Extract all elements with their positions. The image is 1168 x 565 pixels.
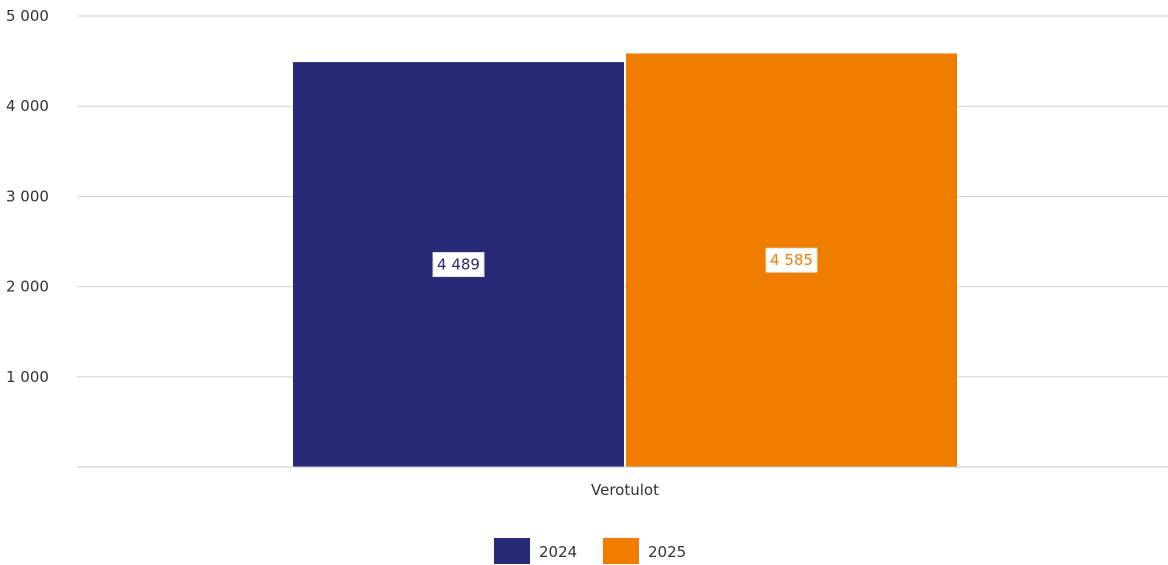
legend-label: 2024 [539,543,577,561]
data-label-box [432,252,485,278]
y-tick-label: 5 000 [6,7,49,25]
x-axis-category-label: Verotulot [591,481,659,499]
legend-swatch [494,538,530,564]
y-tick-label: 3 000 [6,187,49,205]
y-tick-label: 2 000 [6,278,49,296]
data-labels: 4 489 4 585 [432,247,818,278]
y-tick-label: 4 000 [6,97,49,115]
legend-item-2025[interactable]: 2025 [603,538,686,564]
data-label-text: 4 585 [770,251,813,269]
data-label-text: 4 489 [437,256,480,274]
legend-swatch [603,538,639,564]
legend: 2024 2025 [494,538,686,564]
data-label-2024: 4 489 [432,252,485,278]
y-axis-ticks: 1 000 2 000 3 000 4 000 5 000 [6,7,49,386]
bars [293,53,957,468]
data-label-2025: 4 585 [765,247,818,273]
legend-item-2024[interactable]: 2024 [494,538,577,564]
data-label-box [765,247,818,273]
y-tick-label: 1 000 [6,368,49,386]
legend-label: 2025 [648,543,686,561]
